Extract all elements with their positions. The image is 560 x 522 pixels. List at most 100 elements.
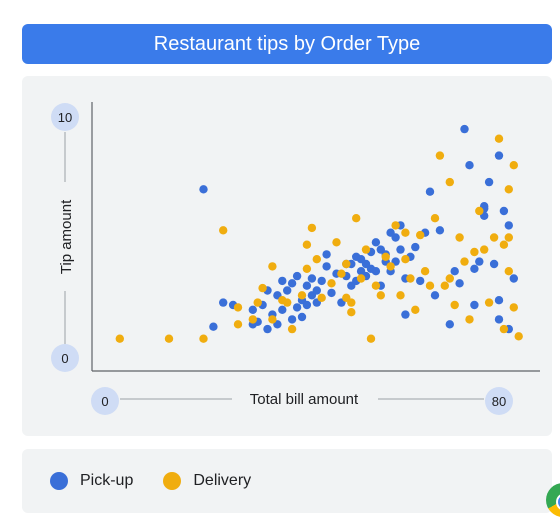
point-pick-up-71 xyxy=(465,161,474,170)
point-delivery-20 xyxy=(327,279,336,288)
point-delivery-32 xyxy=(376,291,385,300)
point-delivery-29 xyxy=(361,245,371,254)
point-delivery-1 xyxy=(164,334,174,343)
chart-card: Tip amount 10 0 Total bill amount 0 80 xyxy=(22,76,552,436)
x-tick-badge-right xyxy=(485,387,513,415)
point-pick-up-14 xyxy=(278,305,287,314)
point-pick-up-21 xyxy=(297,312,307,322)
y-tick-badge-top xyxy=(51,103,79,131)
scatter-plot: Tip amount 10 0 Total bill amount 0 80 xyxy=(51,102,540,415)
point-pick-up-68 xyxy=(450,267,459,276)
point-pick-up-73 xyxy=(470,300,479,310)
point-delivery-18 xyxy=(312,255,321,264)
point-delivery-27 xyxy=(352,214,361,223)
point-delivery-52 xyxy=(465,315,474,324)
point-pick-up-79 xyxy=(489,259,499,269)
point-pick-up-57 xyxy=(396,245,405,254)
point-delivery-61 xyxy=(504,267,513,276)
point-delivery-28 xyxy=(356,274,366,283)
point-delivery-39 xyxy=(406,274,415,283)
point-pick-up-69 xyxy=(455,279,464,288)
point-delivery-66 xyxy=(504,185,513,194)
point-delivery-23 xyxy=(342,259,351,269)
point-pick-up-66 xyxy=(435,226,445,235)
point-pick-up-19 xyxy=(292,271,302,281)
point-delivery-58 xyxy=(494,134,504,143)
point-pick-up-59 xyxy=(401,310,410,319)
point-delivery-38 xyxy=(401,228,410,237)
y-tick-label-top: 10 xyxy=(58,110,72,125)
point-delivery-12 xyxy=(283,298,292,307)
point-delivery-19 xyxy=(317,293,326,302)
point-pick-up-61 xyxy=(411,242,420,252)
chart-title-bar: Restaurant tips by Order Type xyxy=(22,24,552,64)
point-delivery-56 xyxy=(484,298,494,307)
point-pick-up-62 xyxy=(416,276,425,286)
x-tick-label-right: 80 xyxy=(492,394,506,409)
legend-item-pickup: Pick-up xyxy=(50,472,133,490)
point-delivery-44 xyxy=(430,214,440,223)
point-pick-up-47 xyxy=(371,267,381,276)
point-pick-up-31 xyxy=(327,288,336,298)
point-delivery-9 xyxy=(268,262,277,271)
point-delivery-46 xyxy=(440,281,449,290)
point-delivery-15 xyxy=(302,240,312,249)
point-pick-up-84 xyxy=(504,221,513,230)
x-axis-label: Total bill amount xyxy=(250,391,359,408)
point-pick-up-5 xyxy=(248,305,257,314)
point-delivery-2 xyxy=(199,334,208,343)
point-delivery-13 xyxy=(287,324,297,334)
point-delivery-49 xyxy=(450,300,459,310)
data-points xyxy=(115,124,523,343)
point-pick-up-13 xyxy=(278,276,287,286)
point-delivery-63 xyxy=(509,303,518,312)
point-delivery-5 xyxy=(233,320,243,329)
legend-swatch-delivery xyxy=(163,472,182,490)
point-delivery-36 xyxy=(396,291,405,300)
y-tick-badge-bottom xyxy=(51,344,79,372)
point-delivery-64 xyxy=(509,161,518,170)
point-delivery-10 xyxy=(268,315,277,324)
point-pick-up-54 xyxy=(391,233,400,242)
y-axis-label: Tip amount xyxy=(58,199,75,274)
point-delivery-3 xyxy=(219,226,228,235)
point-delivery-43 xyxy=(425,281,435,290)
point-delivery-41 xyxy=(416,230,425,240)
point-pick-up-85 xyxy=(509,274,518,283)
point-delivery-48 xyxy=(445,274,454,283)
brand-logo-icon xyxy=(546,483,560,517)
point-delivery-42 xyxy=(420,267,430,276)
point-delivery-0 xyxy=(115,334,125,343)
x-tick-label-left: 0 xyxy=(101,394,108,409)
point-delivery-14 xyxy=(297,291,307,300)
point-pick-up-81 xyxy=(494,151,504,160)
point-delivery-6 xyxy=(248,315,257,324)
point-delivery-34 xyxy=(386,262,395,271)
legend-label-pickup: Pick-up xyxy=(80,472,134,489)
chart-title: Restaurant tips by Order Type xyxy=(153,32,421,55)
point-delivery-31 xyxy=(371,281,381,290)
point-pick-up-70 xyxy=(460,124,469,134)
point-pick-up-80 xyxy=(494,315,504,324)
point-pick-up-29 xyxy=(322,250,331,259)
point-pick-up-16 xyxy=(287,315,297,324)
legend: Pick-up Delivery xyxy=(22,449,552,513)
point-pick-up-1 xyxy=(219,298,228,307)
point-delivery-7 xyxy=(253,298,262,307)
point-delivery-16 xyxy=(302,264,312,273)
point-delivery-26 xyxy=(347,308,356,317)
point-delivery-59 xyxy=(499,324,509,334)
point-pick-up-46 xyxy=(371,238,381,247)
legend-swatch-pickup xyxy=(50,472,68,490)
point-delivery-25 xyxy=(347,298,356,307)
point-pick-up-30 xyxy=(322,262,331,271)
point-delivery-37 xyxy=(401,255,410,264)
point-delivery-51 xyxy=(460,257,469,266)
point-pick-up-64 xyxy=(425,187,435,196)
point-pick-up-3 xyxy=(209,322,218,331)
point-delivery-47 xyxy=(445,177,454,187)
point-pick-up-8 xyxy=(263,324,272,334)
point-pick-up-82 xyxy=(499,206,509,216)
point-delivery-33 xyxy=(381,252,390,261)
point-pick-up-22 xyxy=(302,281,312,290)
